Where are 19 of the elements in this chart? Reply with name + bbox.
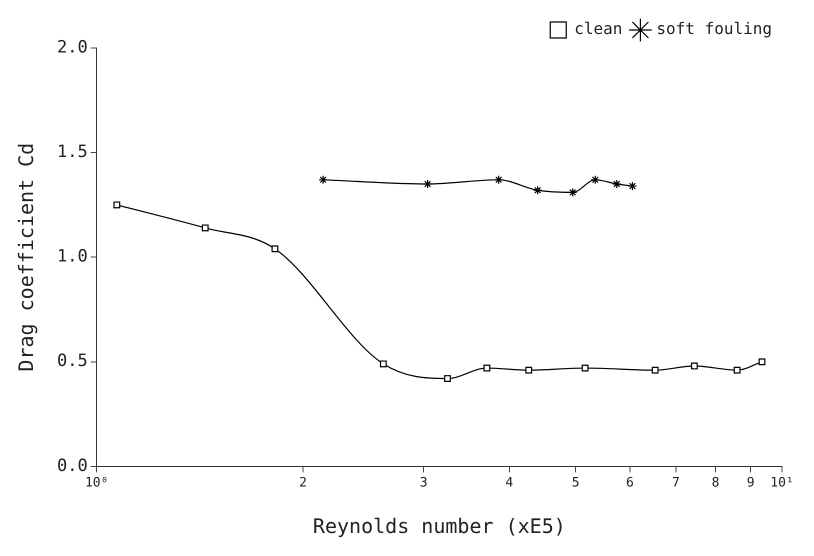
legend-label: soft fouling — [656, 19, 772, 38]
x-tick-label: 3 — [420, 476, 428, 491]
x-tick-label: 2 — [299, 476, 307, 491]
x-tick-label: 4 — [505, 476, 514, 491]
x-tick-label: 6 — [626, 476, 634, 491]
y-tick-label: 1.5 — [56, 142, 88, 162]
x-axis-title: Reynolds number (xE5) — [312, 514, 566, 538]
y-tick-label: 2.0 — [56, 37, 88, 58]
x-tick-label: 8 — [712, 476, 720, 491]
x-tick-label: 7 — [672, 476, 680, 491]
x-tick-label: 10⁰ — [84, 476, 108, 491]
y-tick-label: 0.0 — [56, 456, 88, 476]
legend-label: clean — [574, 19, 622, 38]
y-tick-label: 0.5 — [56, 351, 88, 372]
x-tick-label: 5 — [572, 476, 580, 491]
y-tick-label: 1.0 — [56, 246, 88, 267]
x-tick-label: 9 — [746, 476, 755, 491]
x-tick-label: 10¹ — [770, 476, 794, 491]
y-axis-title: Drag coefficient Cd — [14, 142, 38, 372]
